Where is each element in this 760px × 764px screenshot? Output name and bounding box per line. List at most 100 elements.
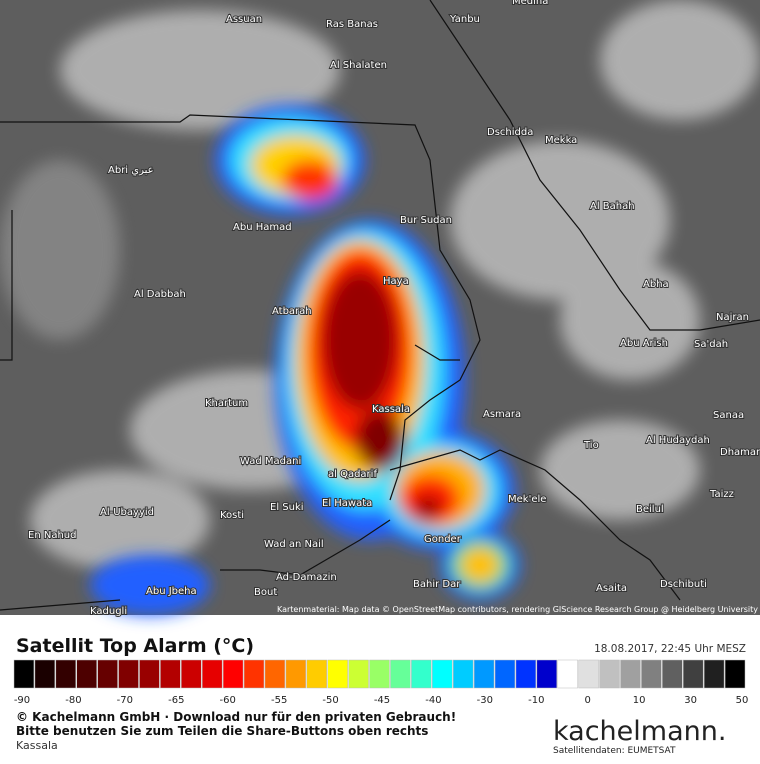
place-label: Beilul	[636, 504, 664, 515]
color-swatch	[118, 659, 139, 689]
legend: Satellit Top Alarm (°C) 18.08.2017, 22:4…	[13, 635, 749, 706]
tick-label: 0	[585, 695, 591, 706]
place-label: Kosti	[220, 510, 244, 521]
color-swatch	[306, 659, 327, 689]
tick-label: -50	[322, 695, 338, 706]
tick-label: -90	[14, 695, 30, 706]
color-swatch	[55, 659, 76, 689]
color-swatch	[285, 659, 307, 689]
place-label: Taizz	[709, 489, 734, 500]
color-swatch	[578, 659, 599, 689]
color-swatch	[662, 659, 683, 689]
color-swatch	[620, 659, 641, 689]
place-label: Wad an Nail	[264, 539, 324, 550]
place-label: Haya	[383, 276, 409, 287]
place-label: Assuan	[226, 14, 262, 25]
color-swatch	[160, 659, 181, 689]
color-swatch	[348, 659, 369, 689]
place-label: Sa'dah	[694, 339, 728, 350]
place-label: Kadugli	[90, 606, 127, 617]
color-swatch	[243, 659, 265, 689]
place-label: En Nahud	[28, 530, 76, 541]
place-label: Al Bahah	[590, 201, 635, 212]
tick-label: 30	[684, 695, 697, 706]
place-label: Abu Jbeha	[146, 586, 197, 597]
color-swatch	[13, 659, 35, 689]
color-swatch	[264, 659, 286, 689]
color-swatch	[181, 659, 202, 689]
place-label: El Hawata	[322, 498, 372, 509]
place-label: Bur Sudan	[400, 215, 452, 226]
place-label: Mekka	[545, 135, 577, 146]
color-swatch	[683, 659, 704, 689]
colorbar	[13, 659, 746, 689]
place-label: Dschibuti	[660, 579, 707, 590]
place-label: Abu Hamad	[233, 222, 292, 233]
place-label: Ad-Damazin	[276, 572, 337, 583]
place-label: Kassala	[372, 404, 410, 415]
place-label: Abu Arish	[620, 338, 668, 349]
place-label: Al Shalaten	[330, 60, 387, 71]
place-label: Atbarah	[272, 306, 312, 317]
logo: kachelmann.	[553, 716, 726, 747]
color-swatch	[390, 659, 411, 689]
place-label: Najran	[716, 312, 749, 323]
place-label: Yanbu	[449, 14, 480, 25]
color-swatch	[452, 659, 474, 689]
tick-label: -70	[117, 695, 133, 706]
color-swatch	[411, 659, 432, 689]
place-label: Tio	[583, 440, 599, 451]
place-label: Gonder	[424, 534, 462, 545]
share-note: Bitte benutzen Sie zum Teilen die Share-…	[16, 724, 428, 738]
color-swatch	[97, 659, 118, 689]
place-label: Al Dabbah	[134, 289, 186, 300]
place-label: Asaita	[596, 583, 627, 594]
color-swatch	[139, 659, 160, 689]
color-swatch	[494, 659, 516, 689]
place-label: Bout	[254, 587, 277, 598]
place-label: Ras Banas	[326, 19, 378, 30]
color-swatch	[432, 659, 453, 689]
place-label: Al-Ubayyid	[100, 507, 154, 518]
color-swatch	[557, 659, 578, 689]
color-swatch	[222, 659, 244, 689]
map: Assuan Ras Banas Yanbu Medina Al Shalaten Dsc…	[0, 0, 760, 618]
place-label: Abha	[643, 279, 669, 290]
data-source: Satellitendaten: EUMETSAT	[553, 746, 676, 756]
place-label: Asmara	[483, 409, 521, 420]
color-swatch	[76, 659, 97, 689]
color-swatch	[641, 659, 662, 689]
location: Kassala	[16, 739, 58, 752]
color-swatch	[724, 659, 746, 689]
place-label: El Suki	[270, 502, 304, 513]
colorbar-ticks: -90 -80 -70 -65 -60 -55 -50 -45 -40 -30 -10 0 10 30 50	[14, 695, 749, 706]
color-swatch	[599, 659, 620, 689]
copyright: © Kachelmann GmbH · Download nur für den…	[16, 710, 456, 724]
tick-label: -55	[271, 695, 287, 706]
color-swatch	[703, 659, 725, 689]
tick-label: -45	[374, 695, 390, 706]
attribution: Kartenmaterial: Map data © OpenStreetMap…	[277, 605, 758, 614]
color-swatch	[515, 659, 537, 689]
place-labels: Assuan Ras Banas Yanbu Medina Al Shalaten Dsc…	[27, 0, 760, 618]
place-label: al Qadarif	[328, 469, 377, 480]
tick-label: -80	[65, 695, 81, 706]
place-label: Mek'ele	[508, 494, 546, 505]
legend-title: Satellit Top Alarm (°C)	[16, 635, 254, 657]
tick-label: 50	[736, 695, 749, 706]
place-label: Bahir Dar	[413, 579, 461, 590]
tick-label: -10	[528, 695, 544, 706]
place-label: Khartum	[205, 398, 248, 409]
tick-label: 10	[633, 695, 646, 706]
color-swatch	[34, 659, 56, 689]
place-label: Sanaa	[713, 410, 744, 421]
place-label: Al Hudaydah	[646, 435, 710, 446]
tick-label: -40	[425, 695, 441, 706]
place-label: Medina	[512, 0, 548, 7]
place-label: Dhamar	[720, 447, 760, 458]
place-label: Abri عبري	[108, 165, 154, 176]
tick-label: -65	[168, 695, 184, 706]
tick-label: -30	[477, 695, 493, 706]
tick-label: -60	[220, 695, 236, 706]
